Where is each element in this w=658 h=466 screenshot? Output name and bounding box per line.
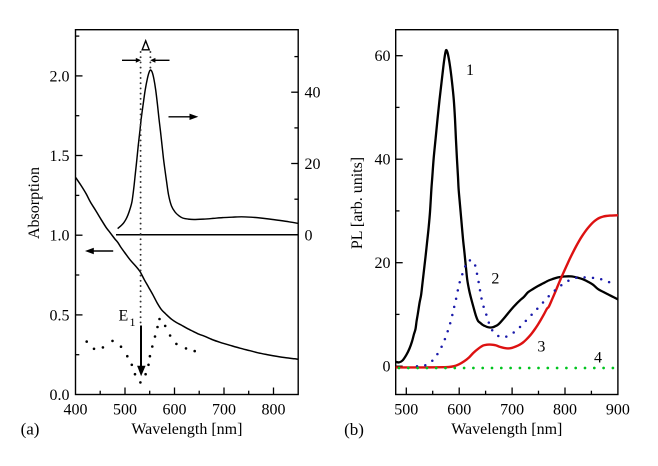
svg-text:Wavelength [nm]: Wavelength [nm] xyxy=(131,421,242,438)
svg-text:700: 700 xyxy=(212,402,236,419)
svg-text:3: 3 xyxy=(537,339,545,356)
svg-text:Wavelength [nm]: Wavelength [nm] xyxy=(451,421,562,438)
svg-text:2.0: 2.0 xyxy=(50,68,70,85)
svg-text:1: 1 xyxy=(130,315,136,329)
svg-text:1.5: 1.5 xyxy=(50,148,70,165)
svg-text:0: 0 xyxy=(383,359,391,376)
svg-text:0.5: 0.5 xyxy=(50,307,70,324)
svg-text:500: 500 xyxy=(394,402,418,419)
svg-text:700: 700 xyxy=(500,402,524,419)
svg-text:600: 600 xyxy=(447,402,471,419)
svg-text:60: 60 xyxy=(375,48,391,65)
svg-text:500: 500 xyxy=(113,402,137,419)
svg-text:0: 0 xyxy=(305,227,313,244)
svg-text:40: 40 xyxy=(375,152,391,169)
svg-text:1: 1 xyxy=(466,62,474,79)
svg-text:E: E xyxy=(119,308,129,325)
svg-text:900: 900 xyxy=(606,402,630,419)
svg-text:2: 2 xyxy=(491,271,499,288)
svg-text:0.0: 0.0 xyxy=(50,387,70,404)
svg-text:40: 40 xyxy=(305,85,321,102)
svg-text:20: 20 xyxy=(375,255,391,272)
svg-text:(a): (a) xyxy=(21,420,40,439)
svg-text:Absorption: Absorption xyxy=(26,167,43,239)
svg-text:400: 400 xyxy=(64,402,88,419)
svg-text:(b): (b) xyxy=(344,420,364,439)
svg-text:20: 20 xyxy=(305,156,321,173)
svg-text:800: 800 xyxy=(553,402,577,419)
svg-text:600: 600 xyxy=(163,402,187,419)
svg-text:1.0: 1.0 xyxy=(50,228,70,245)
svg-text:800: 800 xyxy=(262,402,286,419)
svg-text:4: 4 xyxy=(594,350,602,367)
svg-text:PL [arb. units]: PL [arb. units] xyxy=(349,157,366,249)
